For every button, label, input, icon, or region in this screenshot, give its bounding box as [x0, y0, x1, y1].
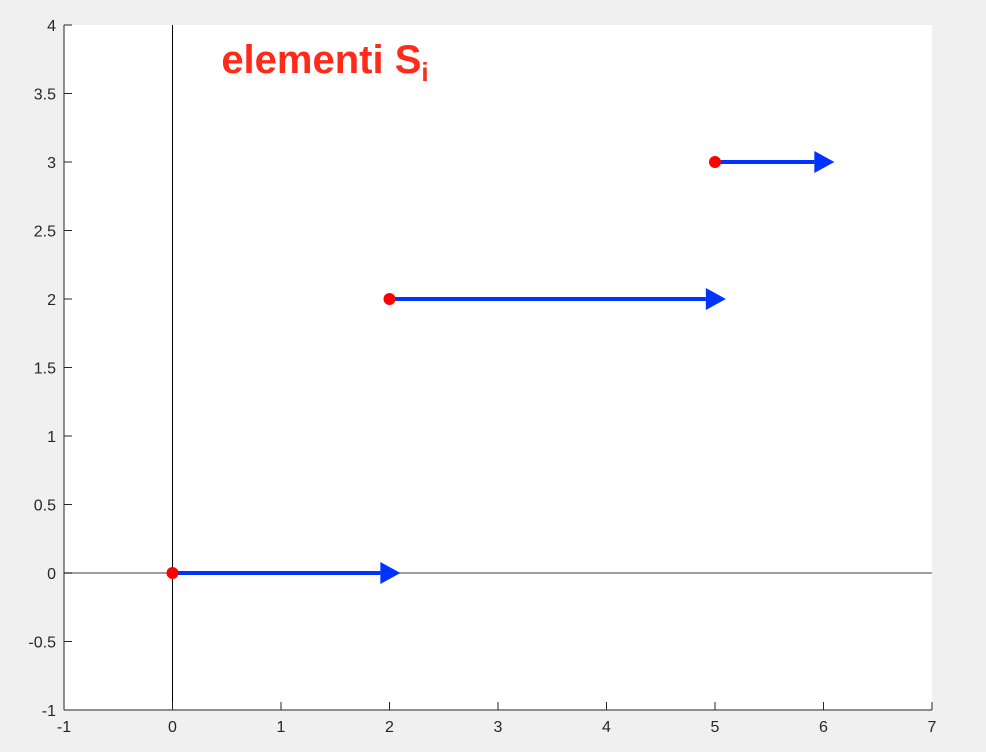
x-tick-label: 6 [819, 719, 828, 736]
y-tick-label: 3.5 [34, 87, 56, 104]
arrow-2 [389, 288, 726, 310]
arrows-layer [172, 151, 835, 584]
arrow-1 [172, 562, 401, 584]
y-tick-label: 0.5 [34, 498, 56, 515]
x-tick-label: 1 [277, 719, 286, 736]
y-tick-label: 0 [47, 566, 56, 583]
points-layer [166, 156, 721, 579]
y-tick-label: 2 [47, 292, 56, 309]
x-tick-label: -1 [57, 719, 71, 736]
data-point-1 [166, 567, 179, 579]
arrow-head [814, 151, 835, 173]
y-tick-label: 3 [47, 155, 56, 172]
x-tick-label: 5 [711, 719, 720, 736]
data-point-2 [383, 293, 396, 305]
y-tick-label: 1.5 [34, 361, 56, 378]
data-point-3 [709, 156, 721, 168]
arrow-head [705, 288, 726, 310]
x-tick-label: 2 [385, 719, 394, 736]
x-tick-label: 7 [928, 719, 937, 736]
x-axis-ticks: -1 0 1 2 3 4 5 6 7 [57, 702, 937, 736]
x-tick-label: 3 [494, 719, 503, 736]
plot-background [64, 25, 932, 710]
y-tick-label: 4 [47, 18, 56, 35]
y-tick-label: -1 [42, 703, 56, 720]
x-tick-label: 0 [168, 719, 177, 736]
arrow-3 [715, 151, 835, 173]
y-tick-label: 2.5 [34, 224, 56, 241]
chart-annotation: elementi Si [221, 38, 428, 87]
x-tick-label: 4 [602, 719, 611, 736]
y-tick-label: -0.5 [28, 635, 56, 652]
y-tick-label: 1 [47, 429, 56, 446]
arrow-head [380, 562, 401, 584]
plot-area: -1 0 1 2 3 4 5 6 7 -1 -0.5 0 0.5 1 1.5 2 2.5 3 3.5 4 eleme… [28, 18, 936, 736]
y-axis-ticks: -1 -0.5 0 0.5 1 1.5 2 2.5 3 3.5 4 [28, 18, 72, 720]
annotation-main-text: elementi S [221, 38, 421, 82]
annotation-subscript: i [421, 57, 428, 87]
